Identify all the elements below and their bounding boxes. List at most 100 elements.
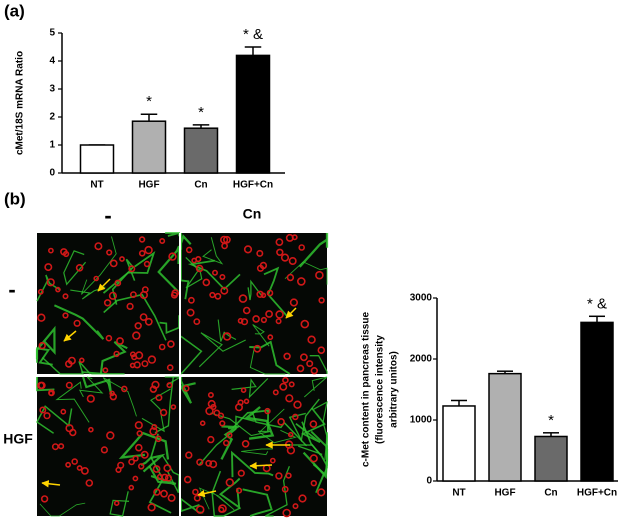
nucleus (209, 460, 218, 469)
nucleus (166, 364, 174, 371)
bar (183, 127, 219, 174)
fiber (295, 407, 326, 444)
nucleus (156, 473, 164, 481)
nucleus (219, 420, 226, 427)
annotation: * & (243, 26, 263, 43)
y-tick-label: 3 (49, 84, 55, 95)
fiber (35, 325, 56, 360)
fiber (157, 245, 181, 293)
nucleus (88, 426, 94, 433)
nucleus (309, 454, 318, 463)
nucleus (220, 235, 229, 244)
nucleus (132, 455, 139, 462)
arrow (97, 278, 111, 292)
y-axis-label: arbitrary unitos) (389, 351, 400, 428)
x-tick-label: NT (90, 180, 103, 191)
x-tick-label: Cn (544, 488, 557, 499)
fiber (202, 237, 224, 265)
nucleus (265, 310, 273, 318)
nucleus (39, 406, 47, 414)
nucleus (195, 505, 205, 514)
nucleus (128, 484, 135, 491)
fiber (211, 470, 241, 517)
fiber (102, 251, 156, 294)
nucleus (166, 382, 173, 389)
nucleus (235, 487, 243, 494)
nucleus (275, 472, 283, 480)
nucleus (149, 385, 158, 393)
nucleus (264, 407, 271, 415)
nucleus (225, 478, 235, 487)
nucleus (109, 393, 118, 401)
column-label: Cn (243, 206, 262, 222)
nucleus (38, 381, 46, 390)
nucleus (65, 381, 73, 389)
fiber (227, 409, 270, 432)
nucleus (65, 424, 74, 433)
nucleus (195, 256, 202, 263)
nucleus (243, 245, 253, 254)
nucleus (286, 273, 295, 282)
nucleus (65, 360, 73, 368)
nucleus (269, 457, 276, 464)
nucleus (183, 475, 192, 484)
nucleus (196, 458, 204, 466)
nucleus (134, 322, 142, 330)
nucleus (256, 249, 264, 257)
fiber (80, 236, 117, 295)
arrow (41, 480, 61, 488)
nucleus (155, 435, 162, 443)
nucleus (259, 261, 268, 270)
nucleus (38, 341, 46, 350)
nucleus (237, 317, 244, 324)
annotation: * (198, 104, 204, 121)
nucleus (238, 294, 248, 303)
row-label: HGF (3, 431, 33, 447)
nucleus (185, 451, 193, 459)
fiber (288, 444, 323, 456)
arrow (249, 461, 273, 470)
nucleus (37, 313, 46, 322)
y-tick-label: 2000 (410, 354, 433, 365)
nucleus (138, 463, 145, 470)
fiber (81, 371, 125, 375)
bar (580, 321, 614, 482)
nucleus (275, 238, 284, 246)
nucleus (128, 265, 136, 273)
fiber (41, 356, 91, 375)
fiber (217, 319, 237, 342)
nucleus (60, 248, 68, 256)
nucleus (307, 335, 316, 344)
nucleus (138, 236, 146, 243)
nucleus (267, 334, 274, 341)
nucleus (60, 408, 67, 415)
nucleus (253, 344, 262, 353)
nucleus (160, 489, 168, 498)
y-tick-label: 4 (49, 56, 55, 67)
y-tick-label: 0 (49, 168, 55, 179)
nucleus (164, 474, 173, 482)
nucleus (40, 495, 49, 503)
y-tick-label: 0 (426, 476, 432, 487)
nucleus (151, 423, 158, 430)
fiber (103, 293, 167, 341)
fiber (220, 425, 241, 460)
nucleus (256, 290, 264, 298)
bar (488, 372, 522, 482)
fiber (63, 250, 87, 286)
nucleus (317, 346, 326, 355)
fiber (36, 377, 55, 392)
nucleus (86, 394, 95, 403)
nucleus (163, 464, 172, 473)
nucleus (283, 352, 291, 360)
micrograph (181, 233, 327, 374)
nucleus (279, 382, 288, 391)
nucleus (214, 292, 222, 300)
nucleus (185, 246, 193, 254)
fiber (303, 376, 328, 398)
fiber (218, 477, 241, 510)
nucleus (113, 500, 120, 507)
nucleus (132, 475, 139, 482)
nucleus (285, 472, 292, 479)
fiber (78, 376, 104, 398)
